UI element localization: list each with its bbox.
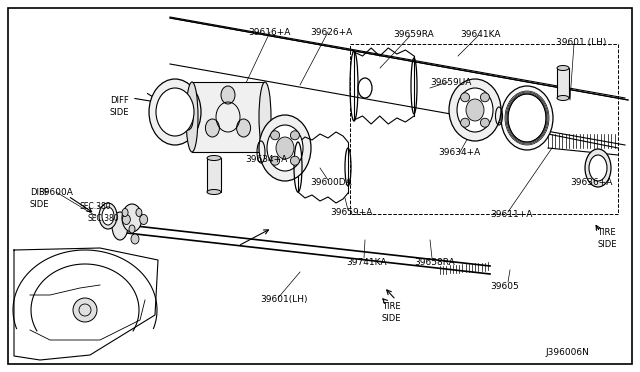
- Text: SEC.380: SEC.380: [88, 214, 120, 223]
- Ellipse shape: [122, 204, 142, 232]
- Circle shape: [271, 131, 280, 140]
- Circle shape: [291, 156, 300, 165]
- Ellipse shape: [186, 82, 198, 152]
- Bar: [207, 158, 221, 192]
- Ellipse shape: [276, 137, 294, 159]
- Text: 39601(LH): 39601(LH): [260, 295, 307, 304]
- Ellipse shape: [237, 119, 251, 137]
- Ellipse shape: [156, 88, 194, 136]
- Text: DIFF: DIFF: [110, 96, 129, 105]
- Text: TIRE: TIRE: [597, 228, 616, 237]
- Text: 39601 (LH): 39601 (LH): [556, 38, 606, 47]
- Circle shape: [461, 93, 470, 102]
- Ellipse shape: [466, 99, 484, 121]
- Text: SEC.380: SEC.380: [80, 202, 111, 211]
- Ellipse shape: [102, 207, 114, 225]
- Text: SIDE: SIDE: [30, 200, 49, 209]
- Text: 39600DA: 39600DA: [310, 178, 351, 187]
- Ellipse shape: [501, 86, 553, 150]
- Text: 39600A: 39600A: [38, 188, 73, 197]
- Ellipse shape: [131, 234, 139, 244]
- Text: 39636+A: 39636+A: [570, 178, 612, 187]
- Text: 39659UA: 39659UA: [430, 78, 472, 87]
- Polygon shape: [192, 82, 265, 152]
- Text: 39616+A: 39616+A: [248, 28, 291, 37]
- Ellipse shape: [205, 119, 220, 137]
- Ellipse shape: [140, 215, 148, 224]
- Text: SIDE: SIDE: [110, 108, 129, 117]
- Ellipse shape: [99, 203, 117, 229]
- Ellipse shape: [136, 208, 142, 217]
- Ellipse shape: [149, 79, 201, 145]
- Circle shape: [291, 131, 300, 140]
- Text: SIDE: SIDE: [597, 240, 616, 249]
- Ellipse shape: [122, 215, 131, 224]
- Text: 39634+A: 39634+A: [438, 148, 480, 157]
- Text: 39659+A: 39659+A: [330, 208, 372, 217]
- Ellipse shape: [585, 149, 611, 187]
- Ellipse shape: [259, 115, 311, 181]
- Circle shape: [481, 118, 490, 127]
- Ellipse shape: [267, 125, 303, 171]
- Ellipse shape: [129, 225, 135, 233]
- Text: TIRE: TIRE: [382, 302, 401, 311]
- Circle shape: [461, 118, 470, 127]
- Text: 39641KA: 39641KA: [460, 30, 500, 39]
- Ellipse shape: [449, 79, 501, 141]
- Ellipse shape: [112, 212, 128, 240]
- Ellipse shape: [508, 94, 546, 142]
- Circle shape: [271, 156, 280, 165]
- Text: 39626+A: 39626+A: [310, 28, 352, 37]
- Ellipse shape: [207, 155, 221, 160]
- Text: 39634+A: 39634+A: [245, 155, 287, 164]
- Text: J396006N: J396006N: [545, 348, 589, 357]
- Text: SIDE: SIDE: [382, 314, 401, 323]
- Text: 39659RA: 39659RA: [393, 30, 434, 39]
- Text: 39741KA: 39741KA: [346, 258, 387, 267]
- Text: 39611+A: 39611+A: [490, 210, 532, 219]
- Ellipse shape: [122, 208, 128, 217]
- Ellipse shape: [557, 65, 569, 71]
- Text: DIFF: DIFF: [30, 188, 49, 197]
- Text: 39605: 39605: [490, 282, 519, 291]
- Ellipse shape: [557, 96, 569, 100]
- Ellipse shape: [589, 155, 607, 181]
- Ellipse shape: [457, 88, 493, 132]
- Ellipse shape: [221, 86, 235, 104]
- Circle shape: [73, 298, 97, 322]
- Ellipse shape: [259, 82, 271, 152]
- Bar: [557, 68, 569, 98]
- Text: 39658RA: 39658RA: [414, 258, 455, 267]
- Ellipse shape: [207, 189, 221, 195]
- Circle shape: [481, 93, 490, 102]
